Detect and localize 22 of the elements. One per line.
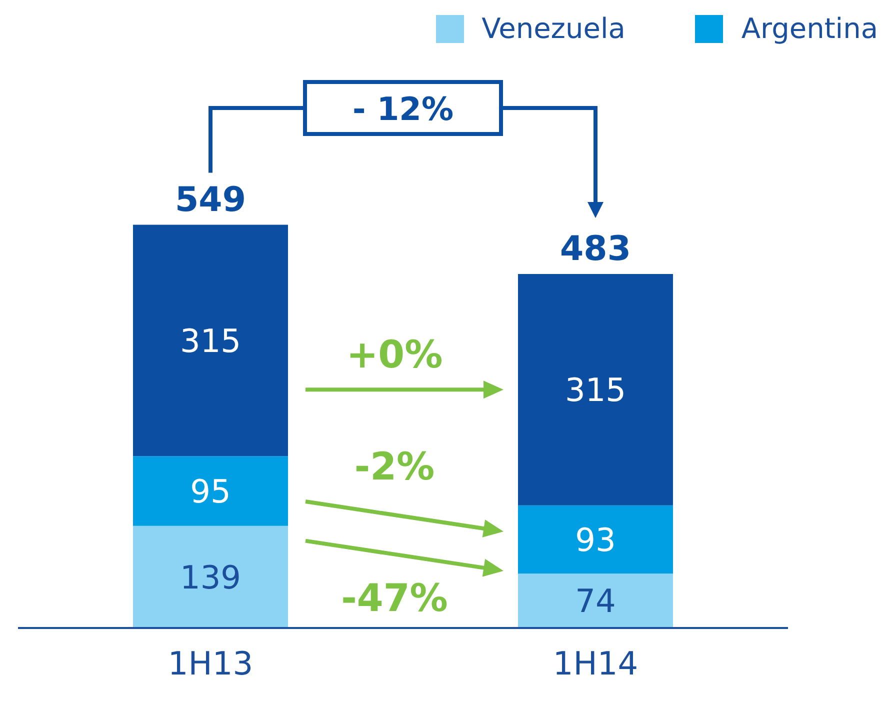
x-tick-label: 1H13 xyxy=(168,644,254,683)
bar xyxy=(518,505,673,574)
bar xyxy=(133,456,288,526)
data-label: 95 xyxy=(190,472,231,510)
bar xyxy=(133,526,288,628)
data-label: 93 xyxy=(575,520,616,559)
data-label: 315 xyxy=(564,371,626,410)
legend-label: Argentina xyxy=(741,12,878,45)
x-tick-label: 1H14 xyxy=(552,644,638,683)
annotation: +0% xyxy=(346,332,443,377)
annotation: -47% xyxy=(341,576,448,620)
bar xyxy=(133,224,288,456)
annotation: -2% xyxy=(354,444,435,488)
data-label: 139 xyxy=(180,558,242,596)
total-label: 483 xyxy=(560,228,631,269)
bar xyxy=(518,274,673,506)
bar xyxy=(518,574,673,628)
total-label: 549 xyxy=(175,180,246,220)
text: - 12% xyxy=(352,90,454,128)
data-label: 74 xyxy=(575,582,616,620)
data-label: 315 xyxy=(180,322,242,360)
legend-label: Venezuela xyxy=(482,12,626,45)
